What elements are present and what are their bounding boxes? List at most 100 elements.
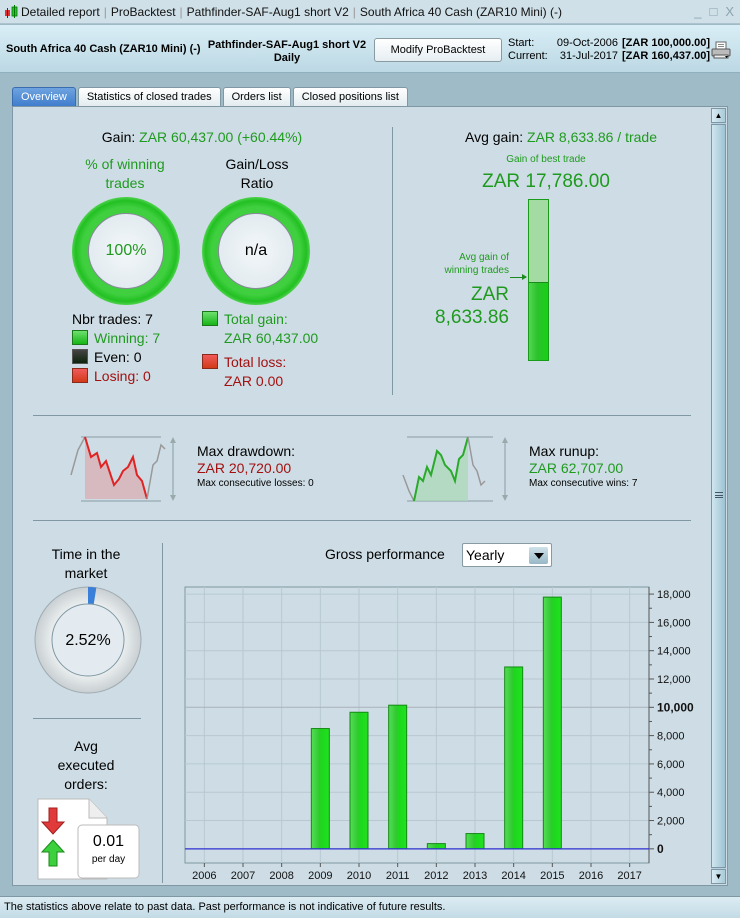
winning-trades-gauge: 100% (72, 197, 180, 305)
instrument-name: South Africa 40 Cash (ZAR10 Mini) (-) (6, 43, 201, 55)
avg-gain-bar (528, 199, 549, 361)
winning-count: Winning: 7 (94, 330, 161, 346)
ratio-title-line: Gain/Loss (225, 156, 289, 172)
gain-value: ZAR 60,437.00 (+60.44%) (139, 129, 303, 145)
x-tick-label: 2007 (231, 870, 255, 882)
x-tick-label: 2008 (269, 870, 293, 882)
period-dropdown[interactable]: Yearly (462, 543, 552, 567)
tab-orders-list[interactable]: Orders list (222, 87, 291, 106)
bar-2012 (426, 843, 446, 850)
arrow-right-icon (510, 274, 527, 280)
y-tick-label: 4,000 (657, 787, 685, 799)
overview-panel: Gain: ZAR 60,437.00 (+60.44%) % of winni… (12, 106, 728, 886)
scroll-down-button[interactable]: ▼ (711, 869, 726, 884)
title-part: Detailed report (21, 4, 100, 19)
winning-swatch-icon (72, 330, 88, 345)
best-trade-label: Gain of best trade (506, 154, 586, 165)
avg-win-label-line: winning trades (444, 265, 509, 276)
max-drawdown-label: Max drawdown: (197, 443, 296, 459)
total-loss-label: Total loss: (224, 354, 287, 370)
max-drawdown-value: ZAR 20,720.00 (197, 460, 292, 476)
time-in-market-title: Time in the market (33, 545, 139, 583)
avg-orders-title-line: executed (57, 757, 115, 773)
y-tick-label: 10,000 (657, 700, 694, 714)
avg-gain-bar-fill (529, 282, 548, 360)
best-trade-value: ZAR 17,786.00 (482, 171, 610, 192)
app-candlestick-icon (4, 4, 18, 19)
winning-pct: 100% (88, 213, 164, 289)
current-label: Current: (508, 50, 548, 62)
x-tick-label: 2010 (347, 870, 371, 882)
plot-area (184, 586, 650, 864)
avg-executed-orders-title: Avg executed orders: (33, 737, 139, 794)
total-gain-swatch-icon (202, 311, 218, 326)
scroll-thumb[interactable] (711, 124, 726, 868)
losing-swatch-icon (72, 368, 88, 383)
winning-title-line: trades (105, 175, 145, 191)
total-gain-value: ZAR 60,437.00 (224, 330, 319, 346)
grip-icon (715, 492, 723, 498)
ratio-title-line: Ratio (240, 175, 274, 191)
max-consecutive-losses: Max consecutive losses: 0 (197, 478, 314, 489)
total-gain-label: Total gain: (224, 311, 288, 327)
timeframe: Daily (273, 52, 301, 64)
y-tick-label: 14,000 (657, 646, 691, 658)
x-tick-label: 2017 (617, 870, 641, 882)
chevron-down-icon[interactable] (529, 547, 548, 564)
time-in-market-value: 2.52% (65, 632, 110, 649)
time-market-title-line: market (64, 565, 108, 581)
x-tick-label: 2013 (463, 870, 487, 882)
max-consecutive-wins: Max consecutive wins: 7 (529, 478, 638, 489)
tab-overview[interactable]: Overview (12, 87, 76, 106)
losing-count: Losing: 0 (94, 368, 151, 384)
gain-loss-totals: Total gain: ZAR 60,437.00 Total loss: ZA… (202, 310, 318, 391)
time-in-market-arc (88, 587, 97, 605)
printer-icon[interactable] (711, 41, 731, 59)
x-tick-label: 2015 (540, 870, 564, 882)
nbr-trades: Nbr trades: 7 (72, 311, 153, 327)
modify-probacktest-button[interactable]: Modify ProBacktest (374, 38, 502, 62)
strategy-name: Pathfinder-SAF-Aug1 short V2 (207, 39, 367, 51)
period-selected: Yearly (466, 547, 505, 563)
y-tick-label: 12,000 (657, 674, 691, 686)
close-button[interactable]: X (725, 4, 734, 19)
current-capital: [ZAR 160,437.00] (622, 50, 711, 62)
avg-win-label: Avg gain of winning trades (413, 251, 509, 277)
avg-win-value: 8,633.86 (435, 307, 509, 328)
minimize-button[interactable]: _ (694, 4, 702, 19)
maximize-button[interactable]: □ (709, 4, 718, 19)
strategy-info: Pathfinder-SAF-Aug1 short V2 Daily (203, 39, 371, 65)
max-runup-value: ZAR 62,707.00 (529, 460, 624, 476)
x-tick-label: 2011 (386, 870, 410, 882)
avg-orders-value: 0.01 (92, 833, 125, 850)
total-loss-swatch-icon (202, 354, 218, 369)
runup-sparkline (402, 436, 508, 502)
x-tick-label: 2009 (308, 870, 332, 882)
runup-info: Max runup: ZAR 62,707.00 Max consecutive… (529, 443, 637, 490)
status-bar: The statistics above relate to past data… (0, 896, 740, 918)
bar-2015 (542, 596, 562, 850)
avg-win-label-line: Avg gain of (459, 252, 509, 263)
start-capital: [ZAR 100,000.00] (622, 37, 711, 49)
x-tick-label: 2006 (192, 870, 216, 882)
vertical-scrollbar[interactable]: ▲ ▼ (711, 108, 726, 884)
x-tick-label: 2012 (424, 870, 448, 882)
current-date: 31-Jul-2017 (559, 50, 618, 62)
avg-orders-title-line: orders: (64, 776, 108, 792)
avg-gain-value: ZAR 8,633.86 / trade (527, 129, 657, 145)
gross-performance-label: Gross performance (325, 546, 445, 562)
vertical-divider (162, 543, 163, 883)
scroll-up-button[interactable]: ▲ (711, 108, 726, 123)
tab-statistics-closed-trades[interactable]: Statistics of closed trades (77, 87, 221, 106)
gain-label: Gain: (101, 129, 136, 145)
title-part: Pathfinder-SAF-Aug1 short V2 (186, 4, 349, 19)
avg-gain-label: Avg gain: (465, 129, 524, 145)
gain-loss-ratio-title: Gain/Loss Ratio (199, 155, 315, 193)
tab-closed-positions-list[interactable]: Closed positions list (292, 87, 408, 106)
start-date: 09-Oct-2006 (556, 37, 618, 49)
max-runup-label: Max runup: (529, 443, 600, 459)
x-tick-label: 2014 (501, 870, 525, 882)
time-in-market-gauge: 2.52% (34, 586, 142, 694)
arrow-down-icon (40, 807, 66, 835)
avg-orders-box: 0.01 per day (78, 833, 139, 865)
